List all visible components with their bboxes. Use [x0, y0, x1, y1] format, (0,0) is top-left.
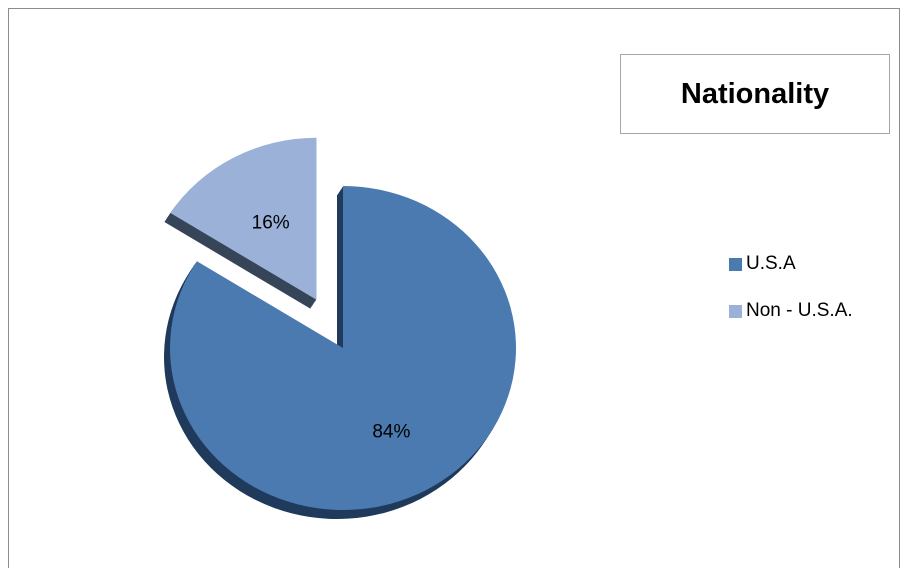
legend-label-non-usa: Non - U.S.A. — [746, 300, 853, 321]
pie-slice-non-usa — [170, 137, 317, 300]
legend-swatch-non-usa — [729, 304, 742, 318]
legend: U.S.A Non - U.S.A. — [729, 250, 853, 344]
legend-swatch-usa — [729, 257, 742, 271]
pie-slice-usa — [170, 186, 516, 510]
data-label-non-usa: 16% — [252, 213, 290, 234]
chart-title: Nationality — [680, 77, 830, 110]
data-label-usa: 84% — [372, 421, 410, 442]
chart-title-box: Nationality — [620, 54, 890, 134]
legend-item-non-usa: Non - U.S.A. — [729, 297, 853, 325]
legend-item-usa: U.S.A — [729, 250, 853, 278]
legend-label-usa: U.S.A — [746, 253, 796, 274]
